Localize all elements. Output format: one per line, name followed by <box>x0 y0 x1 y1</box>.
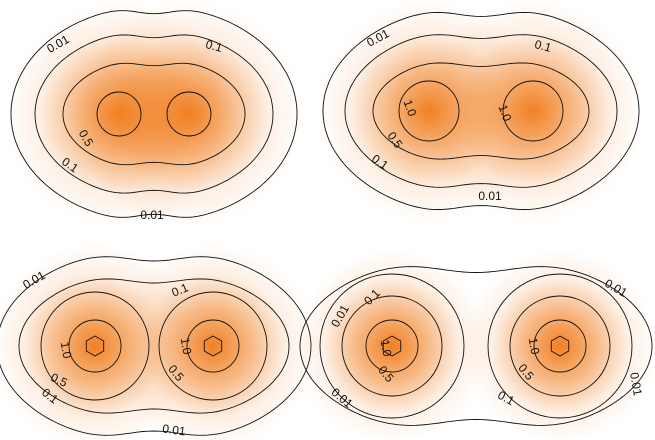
density-lobe-2 <box>463 249 655 440</box>
panel-bottom-right: 0.010.1 0.011.0 1.00.5 0.5 0.010.01 0.1 <box>295 249 655 440</box>
density-lobe-2 <box>76 1 303 228</box>
contour-label-0-01: 0.01 <box>478 189 502 203</box>
contour-label-1-0: 1.0 <box>178 337 195 356</box>
panel-bottom-left: 0.01 0.11.0 1.00.5 0.50.10.01 <box>0 243 316 440</box>
contour-label-1-0: 1.0 <box>58 341 75 360</box>
panel-top-right: 0.01 0.11.0 1.00.50.10.01 <box>318 0 645 222</box>
panel-top-left: 0.01 0.10.50.10.01 <box>6 1 303 228</box>
contour-label-1-0: 1.0 <box>378 339 395 358</box>
density-lobe-2 <box>422 0 645 222</box>
density-lobe-2 <box>110 243 316 440</box>
contour-label-1-0: 1.0 <box>526 337 543 356</box>
contour-label-0-01: 0.01 <box>140 208 164 222</box>
